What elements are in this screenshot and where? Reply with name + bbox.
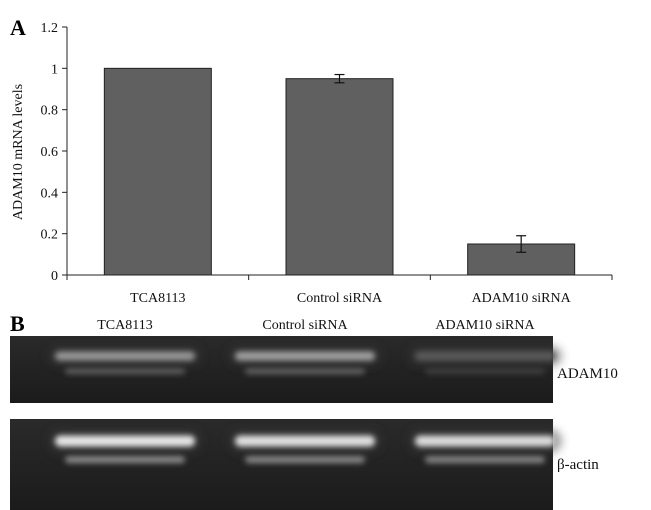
- gel-band-secondary: [425, 368, 545, 374]
- bar: [103, 67, 212, 276]
- x-category-label: ADAM10 siRNA: [472, 291, 572, 306]
- gel-band-secondary: [425, 456, 545, 463]
- bar-chart: 0 0.2 0.4 0.6 0.8 1 1.2 TCA8113 Control siRNA AD…: [11, 21, 613, 306]
- gel-band: [235, 435, 375, 447]
- y-axis: 0 0.2 0.4 0.6 0.8 1 1.2: [41, 21, 68, 284]
- gel-lane-labels: TCA8113 Control siRNA ADAM10 siRNA: [97, 318, 535, 333]
- gel-lane-label: ADAM10 siRNA: [435, 318, 535, 333]
- gel-adam10: [10, 336, 561, 403]
- panel-a-label: A: [10, 15, 26, 40]
- error-bars: [334, 73, 527, 253]
- gel-band-secondary: [245, 456, 365, 463]
- error-bar: [334, 73, 345, 84]
- y-axis-title: ADAM10 mRNA levels: [11, 84, 26, 220]
- x-category-label: Control siRNA: [297, 291, 383, 306]
- gel-lane-label: Control siRNA: [262, 318, 348, 333]
- y-tick-label: 0: [51, 269, 58, 284]
- x-category-label: TCA8113: [130, 291, 185, 306]
- gel-beta-actin: [10, 419, 561, 510]
- y-tick-label: 1: [51, 62, 58, 77]
- error-bar: [516, 235, 527, 253]
- gel-band-secondary: [65, 456, 185, 463]
- bars: [103, 67, 576, 276]
- x-axis: [66, 274, 613, 280]
- bar: [467, 243, 576, 276]
- y-tick-label: 0.2: [41, 228, 59, 243]
- gel-band-secondary: [65, 368, 185, 374]
- panel-b-label: B: [10, 311, 25, 336]
- gel-lane-label: TCA8113: [97, 318, 152, 333]
- gel-band: [235, 351, 375, 361]
- bar: [285, 78, 394, 276]
- y-tick-label: 0.8: [41, 104, 59, 119]
- gel-row-label-adam10: ADAM10: [557, 366, 618, 382]
- gel-band-secondary: [245, 368, 365, 374]
- category-labels: TCA8113 Control siRNA ADAM10 siRNA: [130, 291, 572, 306]
- y-tick-label: 0.4: [41, 186, 59, 201]
- gel-band: [55, 351, 195, 361]
- y-tick-label: 1.2: [41, 21, 59, 36]
- y-tick-label: 0.6: [41, 145, 59, 160]
- gel-band: [55, 435, 195, 447]
- gel-row-label-beta-actin: β-actin: [557, 457, 599, 473]
- gel-adam10-bands: [49, 347, 561, 374]
- gel-band: [415, 435, 555, 447]
- gel-band: [415, 351, 555, 361]
- gel-beta-actin-bands: [49, 430, 561, 463]
